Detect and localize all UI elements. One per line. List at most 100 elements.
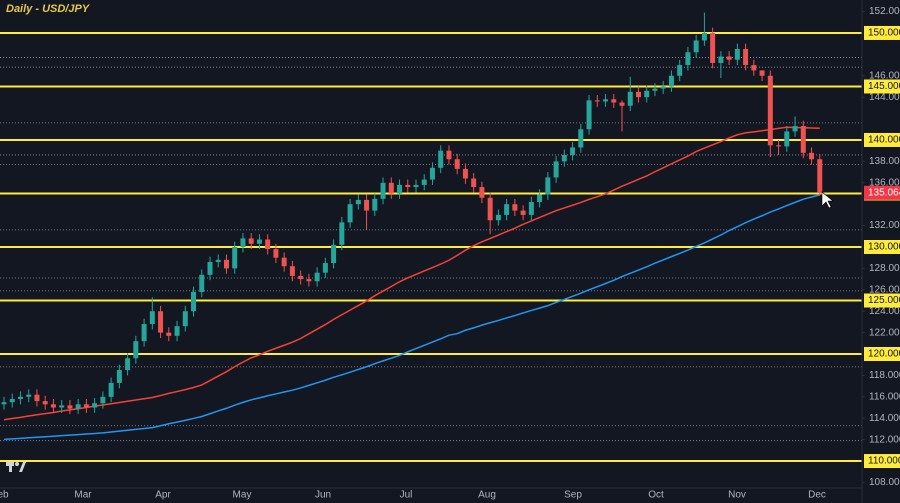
candle-body (141, 324, 147, 342)
price-scale: 152.000 146.000 144.000 138.000 136.000 132.0… (862, 6, 900, 488)
candle-body (809, 152, 815, 160)
candle-body (627, 91, 633, 106)
candle-body (331, 244, 337, 264)
candle-body (34, 394, 40, 402)
candle-body (314, 272, 320, 282)
candle-body (462, 168, 468, 179)
y-tick-label: 152.000 (869, 6, 900, 17)
x-tick-label: Feb (0, 490, 9, 501)
x-tick-label: Mar (74, 490, 92, 501)
candle-body (652, 88, 658, 91)
candle-body (281, 257, 287, 267)
level-label: 110.000 (868, 456, 900, 467)
level-label: 140.000 (868, 135, 900, 146)
level-label: 145.000 (868, 81, 900, 92)
y-tick-label: 124.000 (869, 306, 900, 317)
candle-body (364, 199, 370, 211)
candle-body (537, 194, 543, 203)
candle-body (454, 159, 460, 169)
candle-body (644, 90, 650, 98)
candle-body (388, 182, 394, 194)
x-tick-label: Nov (728, 490, 746, 501)
cursor (821, 191, 834, 209)
candle-body (767, 75, 773, 146)
candle-body (668, 75, 674, 87)
candle-body (421, 179, 427, 185)
candle-body (479, 187, 485, 198)
candle-body (710, 32, 716, 63)
candle-body (67, 405, 73, 409)
candle-body (438, 150, 444, 168)
x-tick-label: May (233, 490, 252, 501)
level-label: 130.000 (868, 242, 900, 253)
candle-body (174, 326, 180, 336)
level-label-bg (864, 79, 900, 94)
candle-body (289, 266, 295, 276)
level-label-bg (864, 239, 900, 254)
y-tick-label: 146.000 (869, 70, 900, 81)
level-label-bg (864, 293, 900, 308)
moving-average-line (3, 126, 820, 421)
candle-body (800, 126, 806, 153)
candle-body (166, 332, 172, 336)
candle-body (158, 311, 164, 333)
candle-body (561, 154, 567, 162)
candle-body (207, 261, 213, 275)
candle-body (792, 126, 798, 132)
candle-body (125, 358, 131, 371)
candle-body (545, 177, 551, 195)
x-tick-label: Dec (808, 490, 826, 501)
candle-body (446, 150, 452, 160)
candle-body (586, 100, 592, 130)
candle-body (17, 396, 23, 399)
candle-body (487, 197, 493, 221)
level-label: 125.000 (868, 295, 900, 306)
moving-average-line (3, 194, 820, 441)
level-label-bg (864, 132, 900, 147)
candle-body (100, 396, 106, 404)
candle-body (306, 279, 312, 282)
candle-body (133, 341, 139, 359)
candle-body (495, 214, 501, 221)
candle-body (50, 404, 56, 408)
candle-body (751, 65, 757, 71)
candle-body (504, 204, 510, 215)
candle-body (570, 147, 576, 155)
candle-body (298, 275, 304, 280)
candle-body (397, 184, 403, 194)
candle-body (520, 210, 526, 215)
y-tick-label: 136.000 (869, 177, 900, 188)
candle-body (59, 405, 65, 408)
candle-body (743, 49, 749, 66)
candle-body (42, 401, 48, 405)
candle-body (776, 145, 782, 147)
candle-body (759, 70, 765, 76)
y-tick-label: 118.000 (869, 370, 900, 381)
candle-body (355, 199, 361, 205)
last-price-bg (864, 185, 900, 200)
candle-body (512, 204, 518, 211)
candle-body (322, 263, 328, 273)
candle-body (734, 49, 740, 60)
candle-body (726, 56, 732, 60)
candle-body (240, 238, 246, 247)
y-tick-label: 126.000 (869, 284, 900, 295)
candle-body (693, 40, 699, 53)
candle-body (75, 404, 81, 409)
x-tick-label: Sep (564, 490, 582, 501)
candle-body (701, 32, 707, 41)
candle-body (339, 222, 345, 245)
candle-body (223, 259, 229, 269)
x-tick-label: Oct (648, 490, 664, 501)
candle-body (817, 159, 823, 193)
y-tick-label: 128.000 (869, 263, 900, 274)
candle-body (685, 52, 691, 66)
candle-body (413, 184, 419, 188)
candle-body (265, 239, 271, 250)
y-tick-label: 132.000 (869, 220, 900, 231)
candle-body (149, 311, 155, 325)
y-tick-label: 112.000 (869, 434, 900, 445)
